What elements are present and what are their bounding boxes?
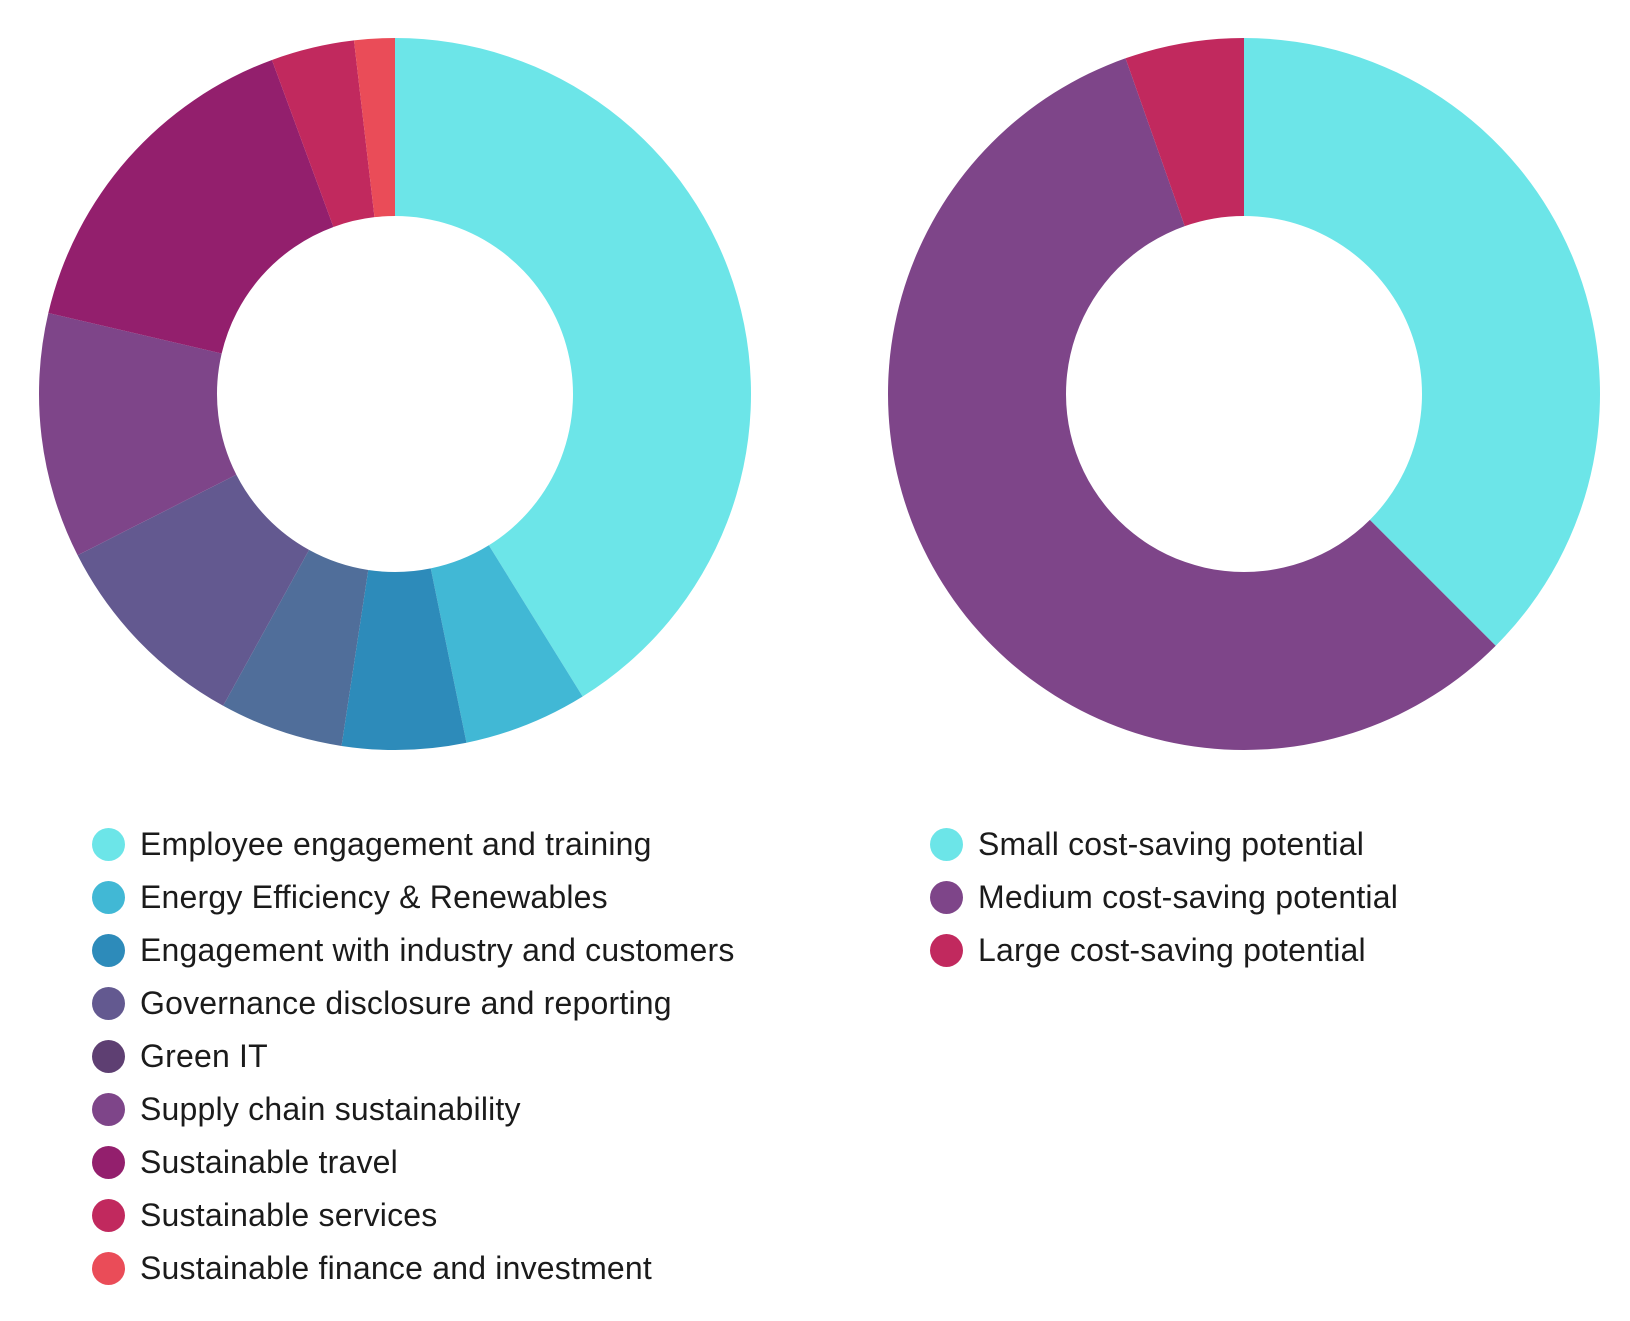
legend-label: Supply chain sustainability [140,1091,521,1127]
slice-engagement-with-industry-and-customers [341,568,467,750]
legend-swatch [92,934,125,967]
legend-label: Green IT [140,1038,268,1074]
slice-small-cost-saving-potential [1244,38,1601,646]
slice-sustainable-finance-and-investment [353,38,395,218]
legend-swatch [92,1199,125,1232]
legend-swatch [92,828,125,861]
slice-large-cost-saving-potential [1125,38,1244,227]
legend-label: Sustainable services [140,1197,438,1233]
donut-chart-cost-saving-potential [888,38,1601,750]
legend-label: Large cost-saving potential [978,932,1366,968]
legend-label: Employee engagement and training [140,826,652,862]
legend-swatch [930,881,963,914]
legend-cost-saving-potential: Small cost-saving potential Medium cost-s… [930,818,1398,977]
legend-label: Engagement with industry and customers [140,932,735,968]
slice-medium-cost-saving-potential [888,58,1496,750]
legend-label: Energy Efficiency & Renewables [140,879,608,915]
legend-label: Sustainable travel [140,1144,398,1180]
legend-item-governance-disclosure-and-reporting: Governance disclosure and reporting [92,977,735,1030]
legend-item-sustainable-finance-and-investment: Sustainable finance and investment [92,1242,735,1295]
legend-label: Sustainable finance and investment [140,1250,653,1286]
slice-green-it [77,474,310,706]
legend-initiative-types: Employee engagement and training Energy E… [92,818,735,1295]
legend-item-medium-cost-saving-potential: Medium cost-saving potential [930,871,1398,924]
legend-swatch [930,828,963,861]
legend-item-large-cost-saving-potential: Large cost-saving potential [930,924,1398,977]
slice-governance-disclosure-and-reporting [223,549,369,746]
slice-sustainable-travel [48,59,334,354]
donut-charts [38,38,1601,750]
legend-item-supply-chain-sustainability: Supply chain sustainability [92,1083,735,1136]
slice-energy-efficiency-and-renewables [430,545,583,743]
slice-supply-chain-sustainability [38,313,237,556]
legend-swatch [92,987,125,1020]
legend-label: Medium cost-saving potential [978,879,1399,915]
legend-item-small-cost-saving-potential: Small cost-saving potential [930,818,1398,871]
legend-item-employee-engagement-and-training: Employee engagement and training [92,818,735,871]
legend-item-energy-efficiency-and-renewables: Energy Efficiency & Renewables [92,871,735,924]
legend-label: Small cost-saving potential [978,826,1365,862]
legend-swatch [92,1252,125,1285]
donut-chart-initiative-types [38,38,751,750]
legend-swatch [92,1093,125,1126]
legend-item-sustainable-travel: Sustainable travel [92,1136,735,1189]
legend-swatch [92,881,125,914]
legend-item-sustainable-services: Sustainable services [92,1189,735,1242]
slice-sustainable-services [271,40,375,227]
slice-employee-engagement-and-training [395,38,751,697]
legend-item-engagement-with-industry-and-customers: Engagement with industry and customers [92,924,735,977]
legend-swatch [92,1146,125,1179]
legend-item-green-it: Green IT [92,1030,735,1083]
legend-swatch [92,1040,125,1073]
legend-label: Governance disclosure and reporting [140,985,672,1021]
legend-swatch [930,934,963,967]
